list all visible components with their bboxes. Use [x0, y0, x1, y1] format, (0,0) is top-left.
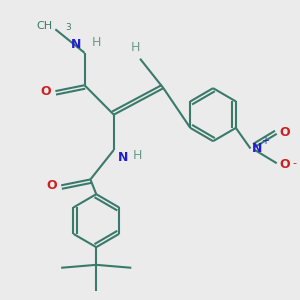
Text: H: H [92, 36, 101, 49]
Text: O: O [280, 126, 290, 139]
Text: O: O [40, 85, 51, 98]
Text: H: H [133, 148, 142, 161]
Text: N: N [118, 152, 128, 164]
Text: 3: 3 [66, 23, 71, 32]
Text: O: O [46, 179, 57, 192]
Text: -: - [293, 158, 297, 168]
Text: CH: CH [36, 21, 52, 31]
Text: O: O [280, 158, 290, 171]
Text: N: N [252, 142, 262, 155]
Text: N: N [71, 38, 82, 51]
Text: H: H [131, 41, 140, 54]
Text: +: + [261, 136, 269, 146]
